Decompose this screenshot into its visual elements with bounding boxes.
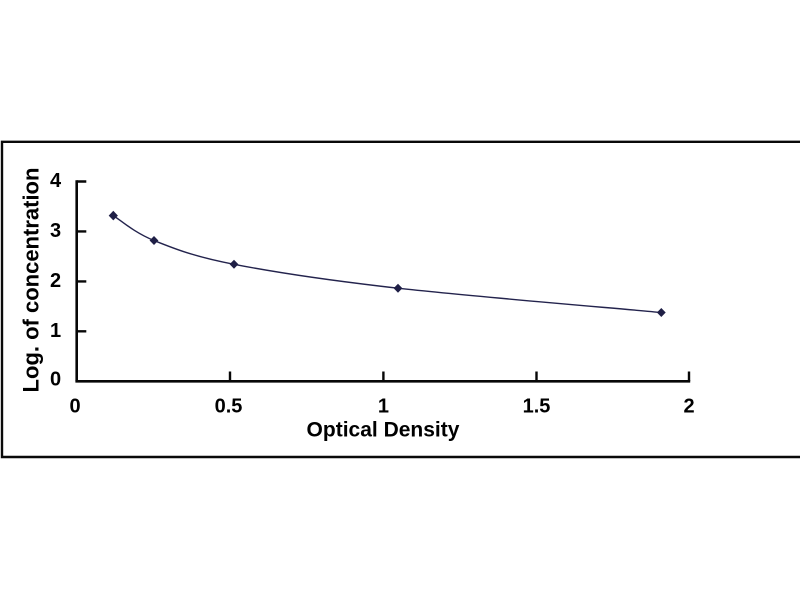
svg-text:2: 2 [50, 270, 61, 292]
svg-text:3: 3 [50, 220, 61, 242]
svg-text:Log. of concentration: Log. of concentration [19, 168, 44, 393]
svg-text:4: 4 [50, 170, 62, 192]
svg-text:2: 2 [683, 396, 694, 418]
svg-text:1: 1 [378, 396, 389, 418]
svg-text:1.5: 1.5 [523, 396, 551, 418]
svg-text:0.5: 0.5 [215, 396, 243, 418]
svg-text:0: 0 [69, 396, 80, 418]
svg-text:Optical Density: Optical Density [307, 419, 460, 442]
svg-text:0: 0 [50, 368, 61, 390]
svg-text:1: 1 [50, 320, 61, 342]
